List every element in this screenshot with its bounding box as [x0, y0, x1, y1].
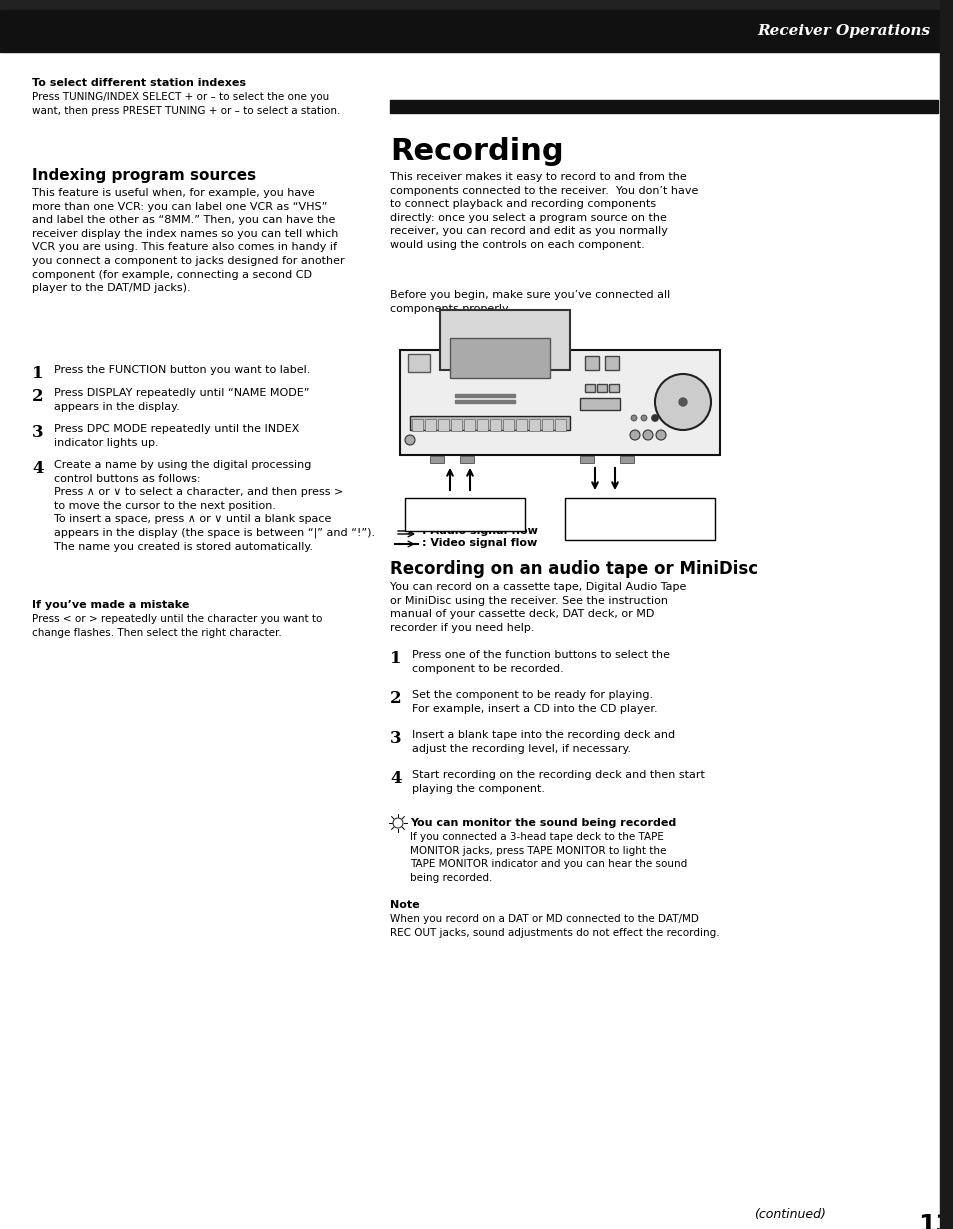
Text: Before you begin, make sure you’ve connected all
components properly.: Before you begin, make sure you’ve conne…: [390, 290, 670, 313]
Bar: [579, 398, 619, 410]
Text: Playback component
(program source): Playback component (program source): [410, 501, 518, 525]
Text: Recording on an audio tape or MiniDisc: Recording on an audio tape or MiniDisc: [390, 560, 758, 578]
Bar: [584, 383, 595, 392]
Text: When you record on a DAT or MD connected to the DAT/MD
REC OUT jacks, sound adju: When you record on a DAT or MD connected…: [390, 914, 719, 938]
Text: If you connected a 3-head tape deck to the TAPE
MONITOR jacks, press TAPE MONITO: If you connected a 3-head tape deck to t…: [410, 832, 686, 882]
Bar: [476, 419, 488, 431]
Text: 1: 1: [32, 365, 44, 382]
Bar: [463, 419, 475, 431]
Text: Insert a blank tape into the recording deck and
adjust the recording level, if n: Insert a blank tape into the recording d…: [412, 730, 675, 753]
Circle shape: [679, 398, 686, 406]
Bar: [0, 10, 953, 52]
Text: If you’ve made a mistake: If you’ve made a mistake: [32, 600, 190, 610]
Text: Press < or > repeatedly until the character you want to
change flashes. Then sel: Press < or > repeatedly until the charac…: [32, 614, 322, 638]
Bar: [459, 456, 474, 463]
Text: : Video signal flow: : Video signal flow: [421, 538, 537, 548]
Text: 2: 2: [32, 388, 44, 406]
Text: Indexing program sources: Indexing program sources: [32, 168, 255, 183]
Bar: [430, 456, 443, 463]
Circle shape: [640, 415, 646, 422]
Bar: [619, 456, 634, 463]
Circle shape: [393, 819, 402, 828]
Bar: [502, 419, 514, 431]
Text: (continued): (continued): [753, 1208, 825, 1220]
Circle shape: [655, 374, 710, 430]
Text: Function buttons: Function buttons: [450, 326, 556, 336]
Circle shape: [656, 430, 665, 440]
Text: Recording: Recording: [390, 136, 563, 166]
Text: 2: 2: [390, 689, 401, 707]
Bar: [608, 383, 618, 392]
Text: Start recording on the recording deck and then start
playing the component.: Start recording on the recording deck an…: [412, 771, 704, 794]
Bar: [541, 419, 553, 431]
Text: Press DPC MODE repeatedly until the INDEX
indicator lights up.: Press DPC MODE repeatedly until the INDE…: [54, 424, 299, 447]
Text: Recording component
(tape deck, DAT deck,
MD recorder, VCR): Recording component (tape deck, DAT deck…: [582, 501, 697, 538]
Bar: [529, 419, 539, 431]
Text: This receiver makes it easy to record to and from the
components connected to th: This receiver makes it easy to record to…: [390, 172, 698, 249]
Bar: [939, 0, 953, 1229]
Circle shape: [629, 430, 639, 440]
Bar: [597, 383, 606, 392]
Bar: [604, 356, 618, 370]
Bar: [450, 338, 550, 379]
Bar: [390, 100, 937, 113]
Text: Create a name by using the digital processing
control buttons as follows:
Press : Create a name by using the digital proce…: [54, 460, 375, 552]
Bar: [412, 419, 422, 431]
Text: Receiver Operations: Receiver Operations: [756, 25, 929, 38]
Text: Press DISPLAY repeatedly until “NAME MODE”
appears in the display.: Press DISPLAY repeatedly until “NAME MOD…: [54, 388, 309, 412]
Circle shape: [405, 435, 415, 445]
Text: To select different station indexes: To select different station indexes: [32, 77, 246, 88]
Circle shape: [642, 430, 652, 440]
Bar: [439, 310, 569, 370]
Bar: [455, 395, 515, 397]
Text: This feature is useful when, for example, you have
more than one VCR: you can la: This feature is useful when, for example…: [32, 188, 344, 294]
Text: : Audio signal flow: : Audio signal flow: [421, 526, 537, 536]
Bar: [555, 419, 565, 431]
Bar: [410, 415, 569, 430]
Bar: [399, 350, 720, 455]
Text: 1: 1: [390, 650, 401, 667]
Text: Press the FUNCTION button you want to label.: Press the FUNCTION button you want to la…: [54, 365, 310, 375]
Bar: [405, 498, 524, 531]
Bar: [579, 456, 594, 463]
Bar: [424, 419, 436, 431]
Bar: [564, 498, 714, 540]
Text: You can record on a cassette tape, Digital Audio Tape
or MiniDisc using the rece: You can record on a cassette tape, Digit…: [390, 583, 685, 633]
Text: Set the component to be ready for playing.
For example, insert a CD into the CD : Set the component to be ready for playin…: [412, 689, 657, 714]
Circle shape: [651, 414, 658, 422]
Bar: [408, 354, 430, 372]
Bar: [516, 419, 526, 431]
Text: 3: 3: [390, 730, 401, 747]
Bar: [490, 419, 500, 431]
Bar: [584, 356, 598, 370]
Text: Press one of the function buttons to select the
component to be recorded.: Press one of the function buttons to sel…: [412, 650, 669, 673]
Bar: [437, 419, 449, 431]
Text: Press TUNING/INDEX SELECT + or – to select the one you
want, then press PRESET T: Press TUNING/INDEX SELECT + or – to sele…: [32, 92, 340, 116]
Bar: [455, 399, 515, 403]
Text: You can monitor the sound being recorded: You can monitor the sound being recorded: [410, 819, 676, 828]
Text: Note: Note: [390, 900, 419, 909]
Text: 4: 4: [390, 771, 401, 787]
Text: 13: 13: [917, 1213, 952, 1229]
Bar: [0, 0, 953, 10]
Bar: [451, 419, 461, 431]
Circle shape: [630, 415, 637, 422]
Text: 4: 4: [32, 460, 44, 477]
Text: 3: 3: [32, 424, 44, 441]
